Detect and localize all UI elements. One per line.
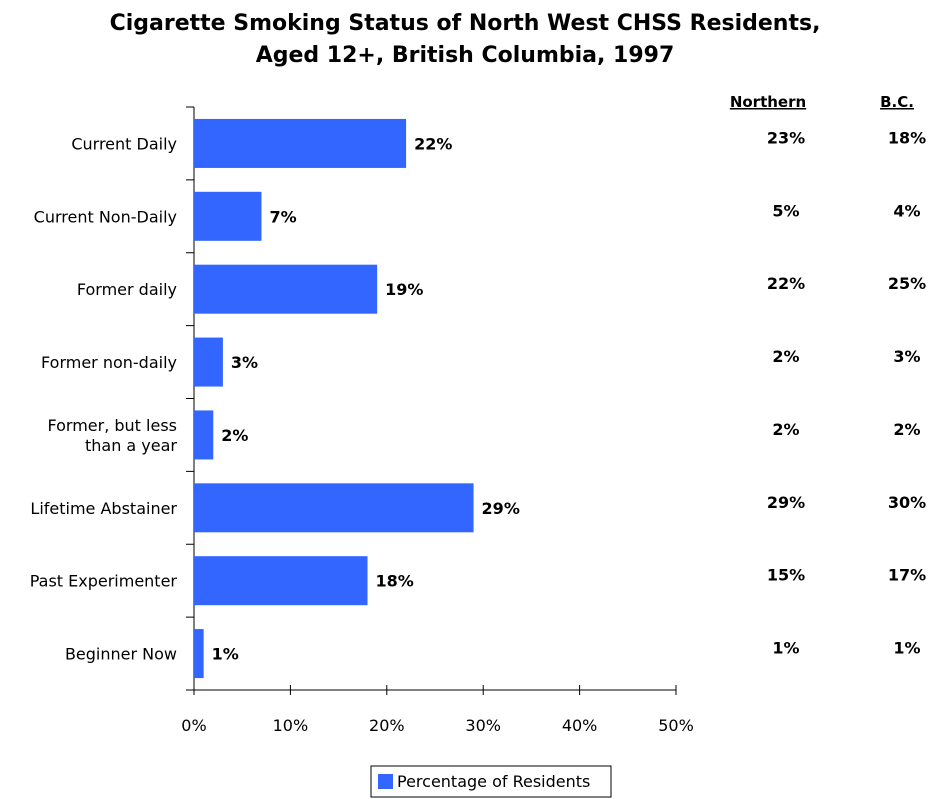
plot-area: 0% 10% 20% 30% 40% 50% 22% Current Daily 23% 18% 7… — [30, 106, 926, 735]
bar-value-label: 2% — [221, 426, 248, 445]
bar — [194, 118, 407, 168]
northern-value: 5% — [772, 201, 799, 220]
bc-value: 3% — [893, 347, 920, 366]
chart-subtitle: Aged 12+, British Columbia, 1997 — [256, 43, 675, 68]
bar — [194, 337, 223, 387]
bc-value: 30% — [888, 493, 926, 512]
legend-label: Percentage of Residents — [397, 772, 590, 791]
category-label: Former daily — [77, 280, 177, 299]
bar-value-label: 29% — [482, 499, 520, 518]
category-label: Former, but less — [47, 416, 177, 435]
bar — [194, 556, 368, 606]
bar — [194, 410, 214, 460]
bc-value: 17% — [888, 566, 926, 585]
northern-value: 23% — [767, 128, 805, 147]
bc-value: 2% — [893, 420, 920, 439]
x-tick-label: 10% — [273, 716, 309, 735]
bc-value: 25% — [888, 274, 926, 293]
x-tick-label: 20% — [369, 716, 405, 735]
category-label: Current Daily — [71, 134, 177, 153]
bar — [194, 629, 204, 679]
bar-value-label: 18% — [376, 572, 414, 591]
bc-value: 18% — [888, 128, 926, 147]
category-label: than a year — [85, 436, 177, 455]
category-label: Past Experimenter — [30, 572, 178, 591]
bar — [194, 483, 474, 533]
northern-value: 15% — [767, 566, 805, 585]
bar-value-label: 7% — [269, 207, 296, 226]
category-label: Former non-daily — [41, 353, 177, 372]
bar-value-label: 3% — [231, 353, 258, 372]
legend: Percentage of Residents — [370, 765, 612, 798]
x-tick-label: 50% — [658, 716, 694, 735]
northern-value: 1% — [772, 639, 799, 658]
category-label: Current Non-Daily — [34, 207, 177, 226]
bc-value: 1% — [893, 639, 920, 658]
bar — [194, 191, 262, 241]
northern-value: 2% — [772, 347, 799, 366]
x-tick-label: 0% — [181, 716, 206, 735]
northern-value: 2% — [772, 420, 799, 439]
chart-title: Cigarette Smoking Status of North West C… — [110, 11, 821, 36]
bar-value-label: 1% — [212, 645, 239, 664]
bar — [194, 264, 378, 314]
bc-column-header: B.C. — [880, 93, 914, 111]
bc-value: 4% — [893, 201, 920, 220]
category-label: Beginner Now — [65, 645, 177, 664]
northern-column-header: Northern — [730, 93, 806, 111]
bar-value-label: 22% — [414, 134, 452, 153]
x-tick-label: 30% — [465, 716, 501, 735]
x-tick-label: 40% — [562, 716, 598, 735]
northern-value: 22% — [767, 274, 805, 293]
legend-swatch — [378, 774, 393, 789]
northern-value: 29% — [767, 493, 805, 512]
bar-value-label: 19% — [385, 280, 423, 299]
legend-box — [370, 765, 612, 798]
category-label: Lifetime Abstainer — [30, 499, 177, 518]
